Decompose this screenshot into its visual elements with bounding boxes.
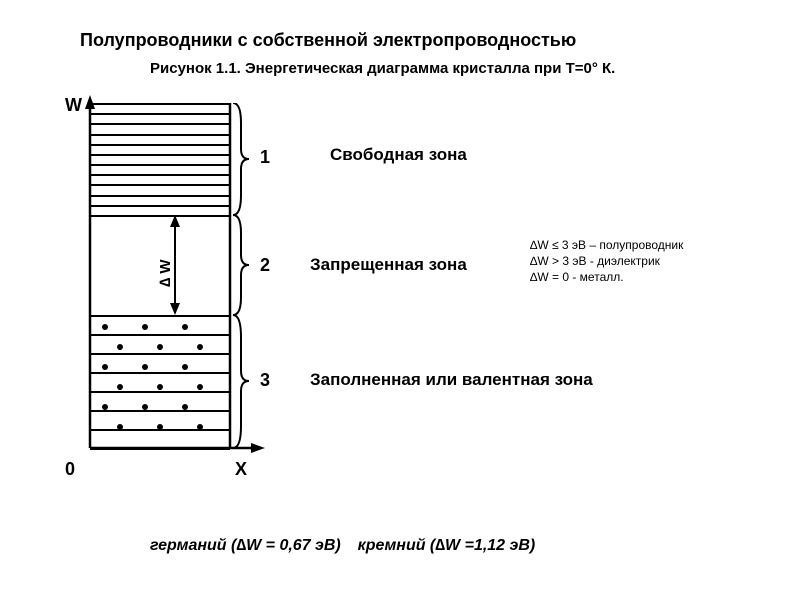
- zone-2-number: 2: [260, 255, 270, 276]
- bracket-zone-3: [233, 315, 251, 448]
- cond-line-2: ∆W > 3 эВ - диэлектрик: [530, 253, 683, 269]
- zone-1-number: 1: [260, 147, 270, 168]
- material-ge: германий (∆W = 0,67 эВ): [150, 537, 341, 554]
- materials-line: германий (∆W = 0,67 эВ) кремний (∆W =1,1…: [150, 537, 535, 555]
- bracket-zone-1: [233, 103, 251, 215]
- cond-line-3: ∆W = 0 - металл.: [530, 269, 683, 285]
- conditions-block: ∆W ≤ 3 эВ – полупроводник ∆W > 3 эВ - ди…: [530, 237, 683, 286]
- bracket-zone-2: [233, 215, 251, 315]
- cond-line-1: ∆W ≤ 3 эВ – полупроводник: [530, 237, 683, 253]
- energy-diagram: W 0 X ∆ W 1 2 3: [65, 95, 285, 475]
- figure-caption: Рисунок 1.1. Энергетическая диаграмма кр…: [150, 60, 615, 77]
- zone-3-label: Заполненная или валентная зона: [310, 370, 593, 390]
- zone-1-label: Свободная зона: [330, 145, 467, 165]
- zone-3-number: 3: [260, 370, 270, 391]
- axes-svg: [65, 95, 285, 475]
- delta-w-label: ∆ W: [157, 259, 174, 287]
- zone-2-label: Запрещенная зона: [310, 255, 467, 275]
- page-title: Полупроводники с собственной электропров…: [80, 30, 576, 51]
- material-si: кремний (∆W =1,12 эВ): [358, 537, 536, 554]
